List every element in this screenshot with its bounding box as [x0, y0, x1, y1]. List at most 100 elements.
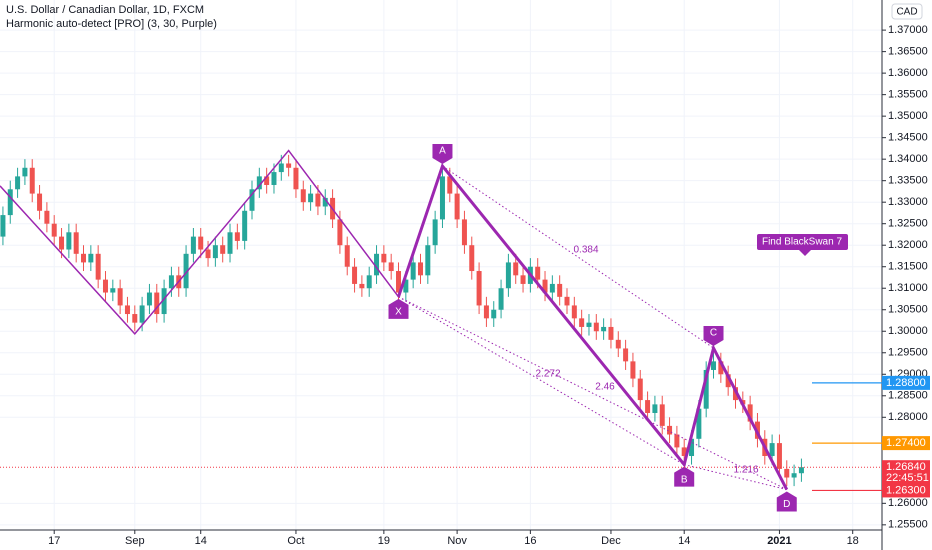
countdown-label: 22:45:51 — [886, 472, 929, 484]
candle-body — [667, 425, 673, 435]
zigzag-line — [0, 149, 400, 335]
pattern-ratio-line — [684, 464, 787, 491]
candle-body — [286, 163, 292, 168]
candle-body — [146, 292, 152, 306]
y-tick-label: 1.32500 — [888, 218, 928, 230]
y-tick-label: 1.26000 — [888, 497, 928, 509]
candle-body — [439, 176, 445, 220]
candle-body — [417, 262, 423, 276]
point-marker — [703, 326, 724, 347]
y-tick-label: 1.37000 — [888, 24, 928, 36]
candle-body — [425, 245, 431, 276]
level-box — [882, 436, 930, 451]
candle-body — [352, 266, 358, 284]
candle-body — [366, 275, 372, 289]
candle-body — [95, 253, 101, 280]
x-tick-label: 14 — [195, 535, 207, 547]
x-tick-label: 14 — [678, 535, 690, 547]
candle-body — [681, 447, 687, 457]
candle-body — [337, 219, 343, 246]
candle-body — [776, 443, 782, 469]
y-tick-label: 1.32000 — [888, 239, 928, 251]
candle-body — [88, 253, 94, 263]
candle-body — [124, 305, 130, 315]
ratio-label: 1.216 — [733, 465, 758, 476]
candle-body — [432, 219, 438, 246]
point-label: X — [395, 306, 402, 317]
candle-body — [139, 305, 145, 323]
candle-body — [132, 314, 138, 323]
candle-body — [623, 348, 629, 362]
candle-body — [374, 253, 380, 276]
currency-label[interactable]: CAD — [896, 7, 917, 18]
candle-body — [190, 236, 196, 254]
candle-body — [102, 279, 108, 293]
x-tick-label: 17 — [48, 535, 60, 547]
candle-body — [491, 309, 497, 319]
candle-body — [388, 262, 394, 272]
candle-body — [689, 438, 695, 457]
pattern-ratio-line — [398, 296, 685, 466]
y-tick-label: 1.36500 — [888, 46, 928, 58]
x-tick-label: 19 — [378, 535, 390, 547]
candle-body — [469, 245, 475, 272]
level-box — [882, 483, 930, 498]
candle-body — [645, 400, 651, 413]
candle-body — [227, 232, 233, 254]
candle-body — [249, 189, 255, 211]
candle-body — [183, 253, 189, 289]
candle-body — [454, 193, 460, 220]
candle-body — [784, 468, 790, 478]
x-tick-label: 2021 — [767, 535, 791, 547]
last-price-label: 1.26840 — [886, 461, 926, 473]
candle-body — [110, 288, 116, 293]
candle-body — [81, 253, 87, 263]
candle-body — [615, 339, 621, 349]
candle-body — [652, 404, 658, 413]
pattern-ratio-line — [398, 296, 787, 491]
point-marker — [674, 466, 695, 487]
candle-body — [476, 271, 482, 306]
candle-body — [293, 167, 299, 190]
candle-body — [711, 361, 717, 370]
candle-body — [461, 219, 467, 246]
candle-body — [29, 167, 35, 194]
candle-body — [154, 292, 160, 315]
candle-body — [51, 223, 57, 237]
y-tick-label: 1.30500 — [888, 304, 928, 316]
candle-body — [791, 473, 797, 478]
y-tick-label: 1.28500 — [888, 390, 928, 402]
note-pointer — [799, 250, 811, 256]
candle-body — [447, 176, 453, 194]
y-tick-label: 1.33500 — [888, 175, 928, 187]
candle-body — [212, 245, 218, 259]
candle-body — [117, 288, 123, 306]
candle-body — [66, 232, 72, 250]
x-tick-label: 16 — [524, 535, 536, 547]
currency-box[interactable] — [891, 3, 923, 20]
candle-body — [205, 249, 211, 259]
candle-body — [220, 245, 226, 254]
candle-body — [498, 288, 504, 310]
candle-body — [168, 275, 174, 289]
candle-body — [542, 279, 548, 293]
candle-body — [0, 215, 6, 237]
point-marker — [776, 491, 797, 512]
candle-body — [718, 361, 724, 375]
last-price-box — [882, 460, 930, 486]
candle-body — [637, 378, 643, 401]
y-tick-label: 1.34500 — [888, 132, 928, 144]
candle-body — [513, 262, 519, 276]
ratio-label: 0.384 — [573, 245, 598, 256]
candle-body — [535, 266, 541, 280]
indicator-name: Harmonic auto-detect [PRO] (3, 30, Purpl… — [6, 18, 217, 30]
point-label: C — [710, 328, 717, 339]
pattern-ratio-line — [442, 165, 714, 349]
y-tick-label: 1.35500 — [888, 89, 928, 101]
level-label: 1.28800 — [886, 377, 926, 389]
level-box — [882, 375, 930, 390]
y-tick-label: 1.35000 — [888, 110, 928, 122]
candle-body — [747, 404, 753, 422]
x-tick-label: Sep — [125, 535, 145, 547]
